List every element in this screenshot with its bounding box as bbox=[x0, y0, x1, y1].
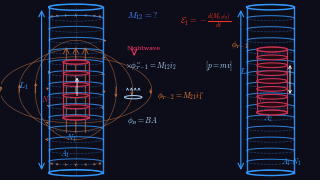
Ellipse shape bbox=[257, 79, 287, 83]
Text: $L_1$: $L_1$ bbox=[18, 81, 29, 92]
Text: $N_2$: $N_2$ bbox=[41, 95, 51, 106]
Text: $L_1$: $L_1$ bbox=[239, 66, 250, 78]
Text: $\phi_B{=}BA$: $\phi_B{=}BA$ bbox=[127, 115, 158, 127]
Ellipse shape bbox=[257, 55, 287, 60]
Ellipse shape bbox=[63, 71, 89, 75]
Text: $N_2$: $N_2$ bbox=[254, 95, 265, 106]
Ellipse shape bbox=[257, 47, 287, 52]
Text: Nightwave: Nightwave bbox=[127, 46, 161, 51]
Ellipse shape bbox=[257, 87, 287, 91]
Ellipse shape bbox=[257, 102, 287, 107]
Ellipse shape bbox=[257, 94, 287, 99]
Text: $\phi_{T-1}$: $\phi_{T-1}$ bbox=[231, 39, 249, 51]
Text: $A_1$: $A_1$ bbox=[281, 156, 291, 168]
Text: $N_1$: $N_1$ bbox=[66, 133, 76, 144]
Ellipse shape bbox=[257, 110, 287, 115]
Ellipse shape bbox=[63, 60, 89, 64]
Text: $A_1$: $A_1$ bbox=[60, 149, 70, 160]
Ellipse shape bbox=[63, 116, 89, 120]
Ellipse shape bbox=[63, 82, 89, 86]
Ellipse shape bbox=[257, 63, 287, 68]
Text: $[p{=}mv]$: $[p{=}mv]$ bbox=[205, 60, 233, 73]
Ellipse shape bbox=[63, 105, 89, 109]
Text: $\times\phi_{T-1}^o = M_{12}i_2$: $\times\phi_{T-1}^o = M_{12}i_2$ bbox=[125, 61, 177, 73]
Text: $N_1$: $N_1$ bbox=[291, 156, 301, 168]
Text: $A_2$: $A_2$ bbox=[262, 113, 273, 124]
Text: $\phi_{T-2} = M_{21}i_1^o$: $\phi_{T-2} = M_{21}i_1^o$ bbox=[157, 91, 204, 103]
Text: $M_{12}=?$: $M_{12}=?$ bbox=[127, 10, 158, 22]
Text: $\mathcal{E}_1=-\frac{d(M_{12}i_2)}{dt}$: $\mathcal{E}_1=-\frac{d(M_{12}i_2)}{dt}$ bbox=[180, 13, 231, 30]
Ellipse shape bbox=[257, 47, 287, 52]
Ellipse shape bbox=[257, 110, 287, 115]
Ellipse shape bbox=[63, 116, 89, 120]
Ellipse shape bbox=[63, 60, 89, 64]
Ellipse shape bbox=[63, 94, 89, 98]
Ellipse shape bbox=[257, 71, 287, 75]
